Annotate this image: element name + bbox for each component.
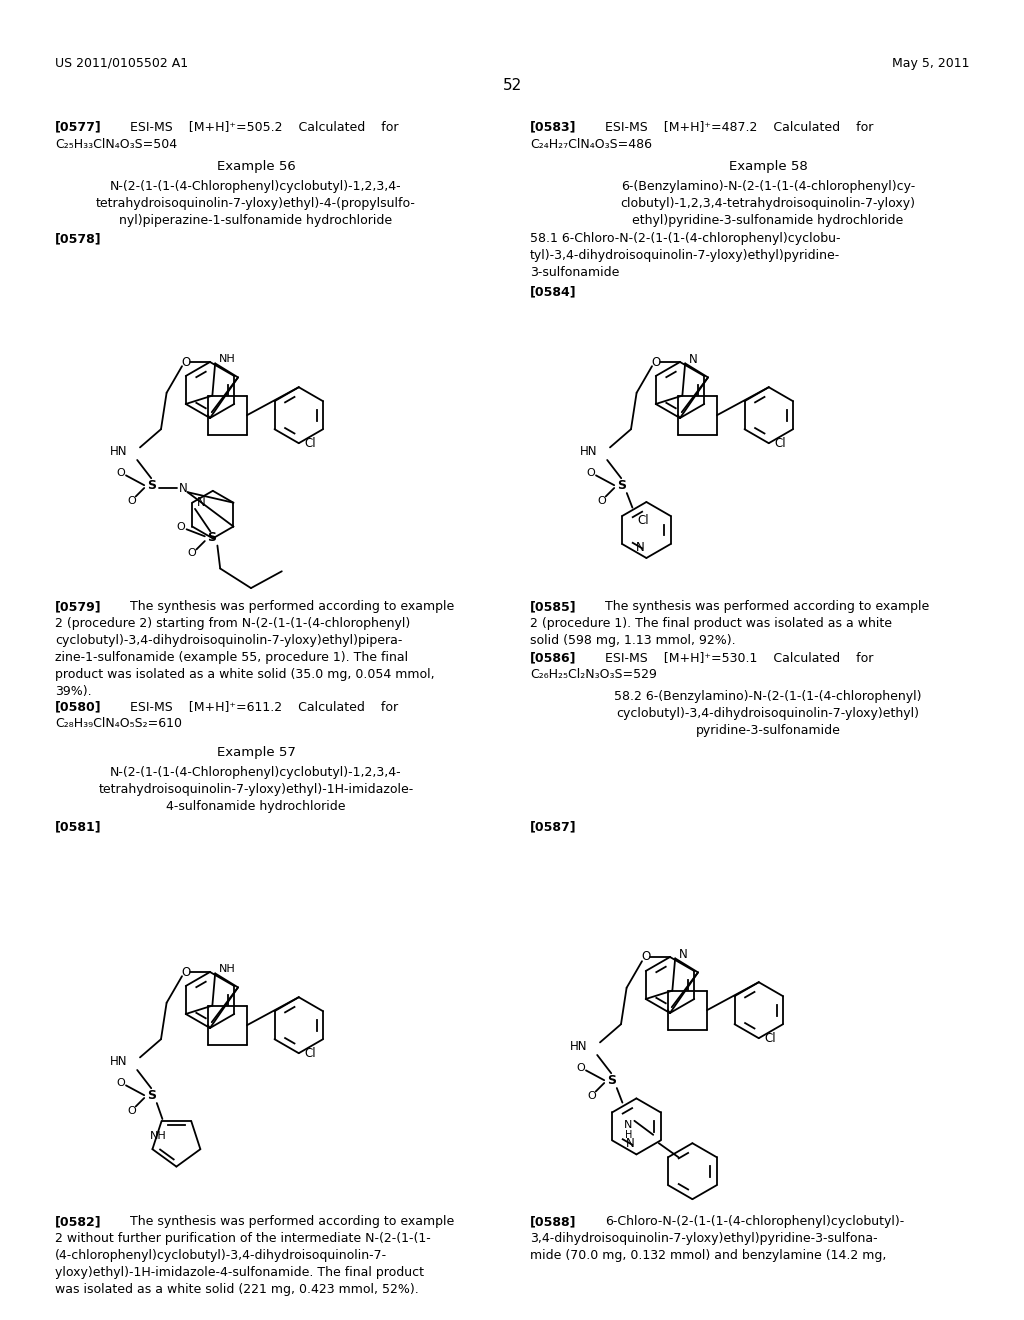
Text: 52: 52 xyxy=(503,78,521,92)
Text: nyl)piperazine-1-sulfonamide hydrochloride: nyl)piperazine-1-sulfonamide hydrochlori… xyxy=(120,214,392,227)
Text: HN: HN xyxy=(570,1040,588,1053)
Text: [0587]: [0587] xyxy=(530,820,577,833)
Text: HN: HN xyxy=(110,1055,127,1068)
Text: S: S xyxy=(146,479,156,492)
Text: 2 (procedure 2) starting from N-(2-(1-(1-(4-chlorophenyl): 2 (procedure 2) starting from N-(2-(1-(1… xyxy=(55,616,411,630)
Text: O: O xyxy=(116,1077,125,1088)
Text: pyridine-3-sulfonamide: pyridine-3-sulfonamide xyxy=(695,723,841,737)
Text: 6-(Benzylamino)-N-(2-(1-(1-(4-chlorophenyl)cy-: 6-(Benzylamino)-N-(2-(1-(1-(4-chlorophen… xyxy=(621,180,915,193)
Text: N: N xyxy=(689,352,698,366)
Text: O: O xyxy=(127,1106,136,1115)
Text: NH: NH xyxy=(219,354,236,364)
Text: US 2011/0105502 A1: US 2011/0105502 A1 xyxy=(55,57,188,70)
Text: [0584]: [0584] xyxy=(530,285,577,298)
Text: O: O xyxy=(642,950,651,964)
Text: O: O xyxy=(577,1063,585,1073)
Text: [0579]: [0579] xyxy=(55,601,101,612)
Text: O: O xyxy=(587,1090,596,1101)
Text: ESI-MS    [M+H]⁺=530.1    Calculated    for: ESI-MS [M+H]⁺=530.1 Calculated for xyxy=(605,651,873,664)
Text: HN: HN xyxy=(580,445,597,458)
Text: 58.2 6-(Benzylamino)-N-(2-(1-(1-(4-chlorophenyl): 58.2 6-(Benzylamino)-N-(2-(1-(1-(4-chlor… xyxy=(614,690,922,704)
Text: N: N xyxy=(624,1121,633,1130)
Text: ESI-MS    [M+H]⁺=505.2    Calculated    for: ESI-MS [M+H]⁺=505.2 Calculated for xyxy=(130,120,398,133)
Text: 3-sulfonamide: 3-sulfonamide xyxy=(530,267,620,279)
Text: ESI-MS    [M+H]⁺=611.2    Calculated    for: ESI-MS [M+H]⁺=611.2 Calculated for xyxy=(130,700,398,713)
Text: cyclobutyl)-3,4-dihydroisoquinolin-7-yloxy)ethyl): cyclobutyl)-3,4-dihydroisoquinolin-7-ylo… xyxy=(616,708,920,719)
Text: [0581]: [0581] xyxy=(55,820,101,833)
Text: O: O xyxy=(586,467,595,478)
Text: [0585]: [0585] xyxy=(530,601,577,612)
Text: O: O xyxy=(127,495,136,506)
Text: NH: NH xyxy=(219,965,236,974)
Text: 58.1 6-Chloro-N-(2-(1-(1-(4-chlorophenyl)cyclobu-: 58.1 6-Chloro-N-(2-(1-(1-(4-chlorophenyl… xyxy=(530,232,841,246)
Text: tetrahydroisoquinolin-7-yloxy)ethyl)-4-(propylsulfo-: tetrahydroisoquinolin-7-yloxy)ethyl)-4-(… xyxy=(96,197,416,210)
Text: [0588]: [0588] xyxy=(530,1214,577,1228)
Text: 39%).: 39%). xyxy=(55,685,91,698)
Text: [0580]: [0580] xyxy=(55,700,101,713)
Text: O: O xyxy=(116,467,125,478)
Text: C₂₅H₃₃ClN₄O₃S=504: C₂₅H₃₃ClN₄O₃S=504 xyxy=(55,139,177,150)
Text: 6-Chloro-N-(2-(1-(1-(4-chlorophenyl)cyclobutyl)-: 6-Chloro-N-(2-(1-(1-(4-chlorophenyl)cycl… xyxy=(605,1214,904,1228)
Text: zine-1-sulfonamide (example 55, procedure 1). The final: zine-1-sulfonamide (example 55, procedur… xyxy=(55,651,409,664)
Text: S: S xyxy=(616,479,626,492)
Text: Cl: Cl xyxy=(775,437,786,450)
Text: ESI-MS    [M+H]⁺=487.2    Calculated    for: ESI-MS [M+H]⁺=487.2 Calculated for xyxy=(605,120,873,133)
Text: N: N xyxy=(679,948,688,961)
Text: N-(2-(1-(1-(4-Chlorophenyl)cyclobutyl)-1,2,3,4-: N-(2-(1-(1-(4-Chlorophenyl)cyclobutyl)-1… xyxy=(111,180,401,193)
Text: O: O xyxy=(181,965,190,978)
Text: mide (70.0 mg, 0.132 mmol) and benzylamine (14.2 mg,: mide (70.0 mg, 0.132 mmol) and benzylami… xyxy=(530,1249,887,1262)
Text: C₂₈H₃₉ClN₄O₅S₂=610: C₂₈H₃₉ClN₄O₅S₂=610 xyxy=(55,717,182,730)
Text: S: S xyxy=(207,531,216,544)
Text: The synthesis was performed according to example: The synthesis was performed according to… xyxy=(605,601,929,612)
Text: tyl)-3,4-dihydroisoquinolin-7-yloxy)ethyl)pyridine-: tyl)-3,4-dihydroisoquinolin-7-yloxy)ethy… xyxy=(530,249,841,261)
Text: cyclobutyl)-3,4-dihydroisoquinolin-7-yloxy)ethyl)pipera-: cyclobutyl)-3,4-dihydroisoquinolin-7-ylo… xyxy=(55,634,402,647)
Text: S: S xyxy=(606,1073,615,1086)
Text: 3,4-dihydroisoquinolin-7-yloxy)ethyl)pyridine-3-sulfona-: 3,4-dihydroisoquinolin-7-yloxy)ethyl)pyr… xyxy=(530,1232,878,1245)
Text: N: N xyxy=(626,1138,635,1151)
Text: May 5, 2011: May 5, 2011 xyxy=(892,57,969,70)
Text: HN: HN xyxy=(110,445,127,458)
Text: ethyl)pyridine-3-sulfonamide hydrochloride: ethyl)pyridine-3-sulfonamide hydrochlori… xyxy=(633,214,903,227)
Text: solid (598 mg, 1.13 mmol, 92%).: solid (598 mg, 1.13 mmol, 92%). xyxy=(530,634,735,647)
Text: 2 without further purification of the intermediate N-(2-(1-(1-: 2 without further purification of the in… xyxy=(55,1232,431,1245)
Text: was isolated as a white solid (221 mg, 0.423 mmol, 52%).: was isolated as a white solid (221 mg, 0… xyxy=(55,1283,419,1296)
Text: O: O xyxy=(597,495,606,506)
Text: The synthesis was performed according to example: The synthesis was performed according to… xyxy=(130,601,455,612)
Text: Cl: Cl xyxy=(765,1032,776,1044)
Text: product was isolated as a white solid (35.0 mg, 0.054 mmol,: product was isolated as a white solid (3… xyxy=(55,668,434,681)
Text: [0577]: [0577] xyxy=(55,120,101,133)
Text: C₂₆H₂₅Cl₂N₃O₃S=529: C₂₆H₂₅Cl₂N₃O₃S=529 xyxy=(530,668,656,681)
Text: O: O xyxy=(181,355,190,368)
Text: yloxy)ethyl)-1H-imidazole-4-sulfonamide. The final product: yloxy)ethyl)-1H-imidazole-4-sulfonamide.… xyxy=(55,1266,424,1279)
Text: Example 58: Example 58 xyxy=(729,160,807,173)
Text: H: H xyxy=(625,1130,633,1140)
Text: S: S xyxy=(146,1089,156,1102)
Text: [0582]: [0582] xyxy=(55,1214,101,1228)
Text: clobutyl)-1,2,3,4-tetrahydroisoquinolin-7-yloxy): clobutyl)-1,2,3,4-tetrahydroisoquinolin-… xyxy=(621,197,915,210)
Text: NH: NH xyxy=(151,1131,167,1140)
Text: tetrahydroisoquinolin-7-yloxy)ethyl)-1H-imidazole-: tetrahydroisoquinolin-7-yloxy)ethyl)-1H-… xyxy=(98,783,414,796)
Text: The synthesis was performed according to example: The synthesis was performed according to… xyxy=(130,1214,455,1228)
Text: [0586]: [0586] xyxy=(530,651,577,664)
Text: N-(2-(1-(1-(4-Chlorophenyl)cyclobutyl)-1,2,3,4-: N-(2-(1-(1-(4-Chlorophenyl)cyclobutyl)-1… xyxy=(111,766,401,779)
Text: N: N xyxy=(179,482,187,495)
Text: 4-sulfonamide hydrochloride: 4-sulfonamide hydrochloride xyxy=(166,800,346,813)
Text: O: O xyxy=(176,521,185,532)
Text: 2 (procedure 1). The final product was isolated as a white: 2 (procedure 1). The final product was i… xyxy=(530,616,892,630)
Text: N: N xyxy=(636,541,644,554)
Text: Cl: Cl xyxy=(305,1047,316,1060)
Text: N: N xyxy=(197,496,205,510)
Text: O: O xyxy=(187,548,197,558)
Text: Example 56: Example 56 xyxy=(217,160,295,173)
Text: C₂₄H₂₇ClN₄O₃S=486: C₂₄H₂₇ClN₄O₃S=486 xyxy=(530,139,652,150)
Text: Cl: Cl xyxy=(305,437,316,450)
Text: (4-chlorophenyl)cyclobutyl)-3,4-dihydroisoquinolin-7-: (4-chlorophenyl)cyclobutyl)-3,4-dihydroi… xyxy=(55,1249,387,1262)
Text: [0583]: [0583] xyxy=(530,120,577,133)
Text: Cl: Cl xyxy=(638,513,649,527)
Text: O: O xyxy=(651,355,660,368)
Text: Example 57: Example 57 xyxy=(216,746,296,759)
Text: [0578]: [0578] xyxy=(55,232,101,246)
